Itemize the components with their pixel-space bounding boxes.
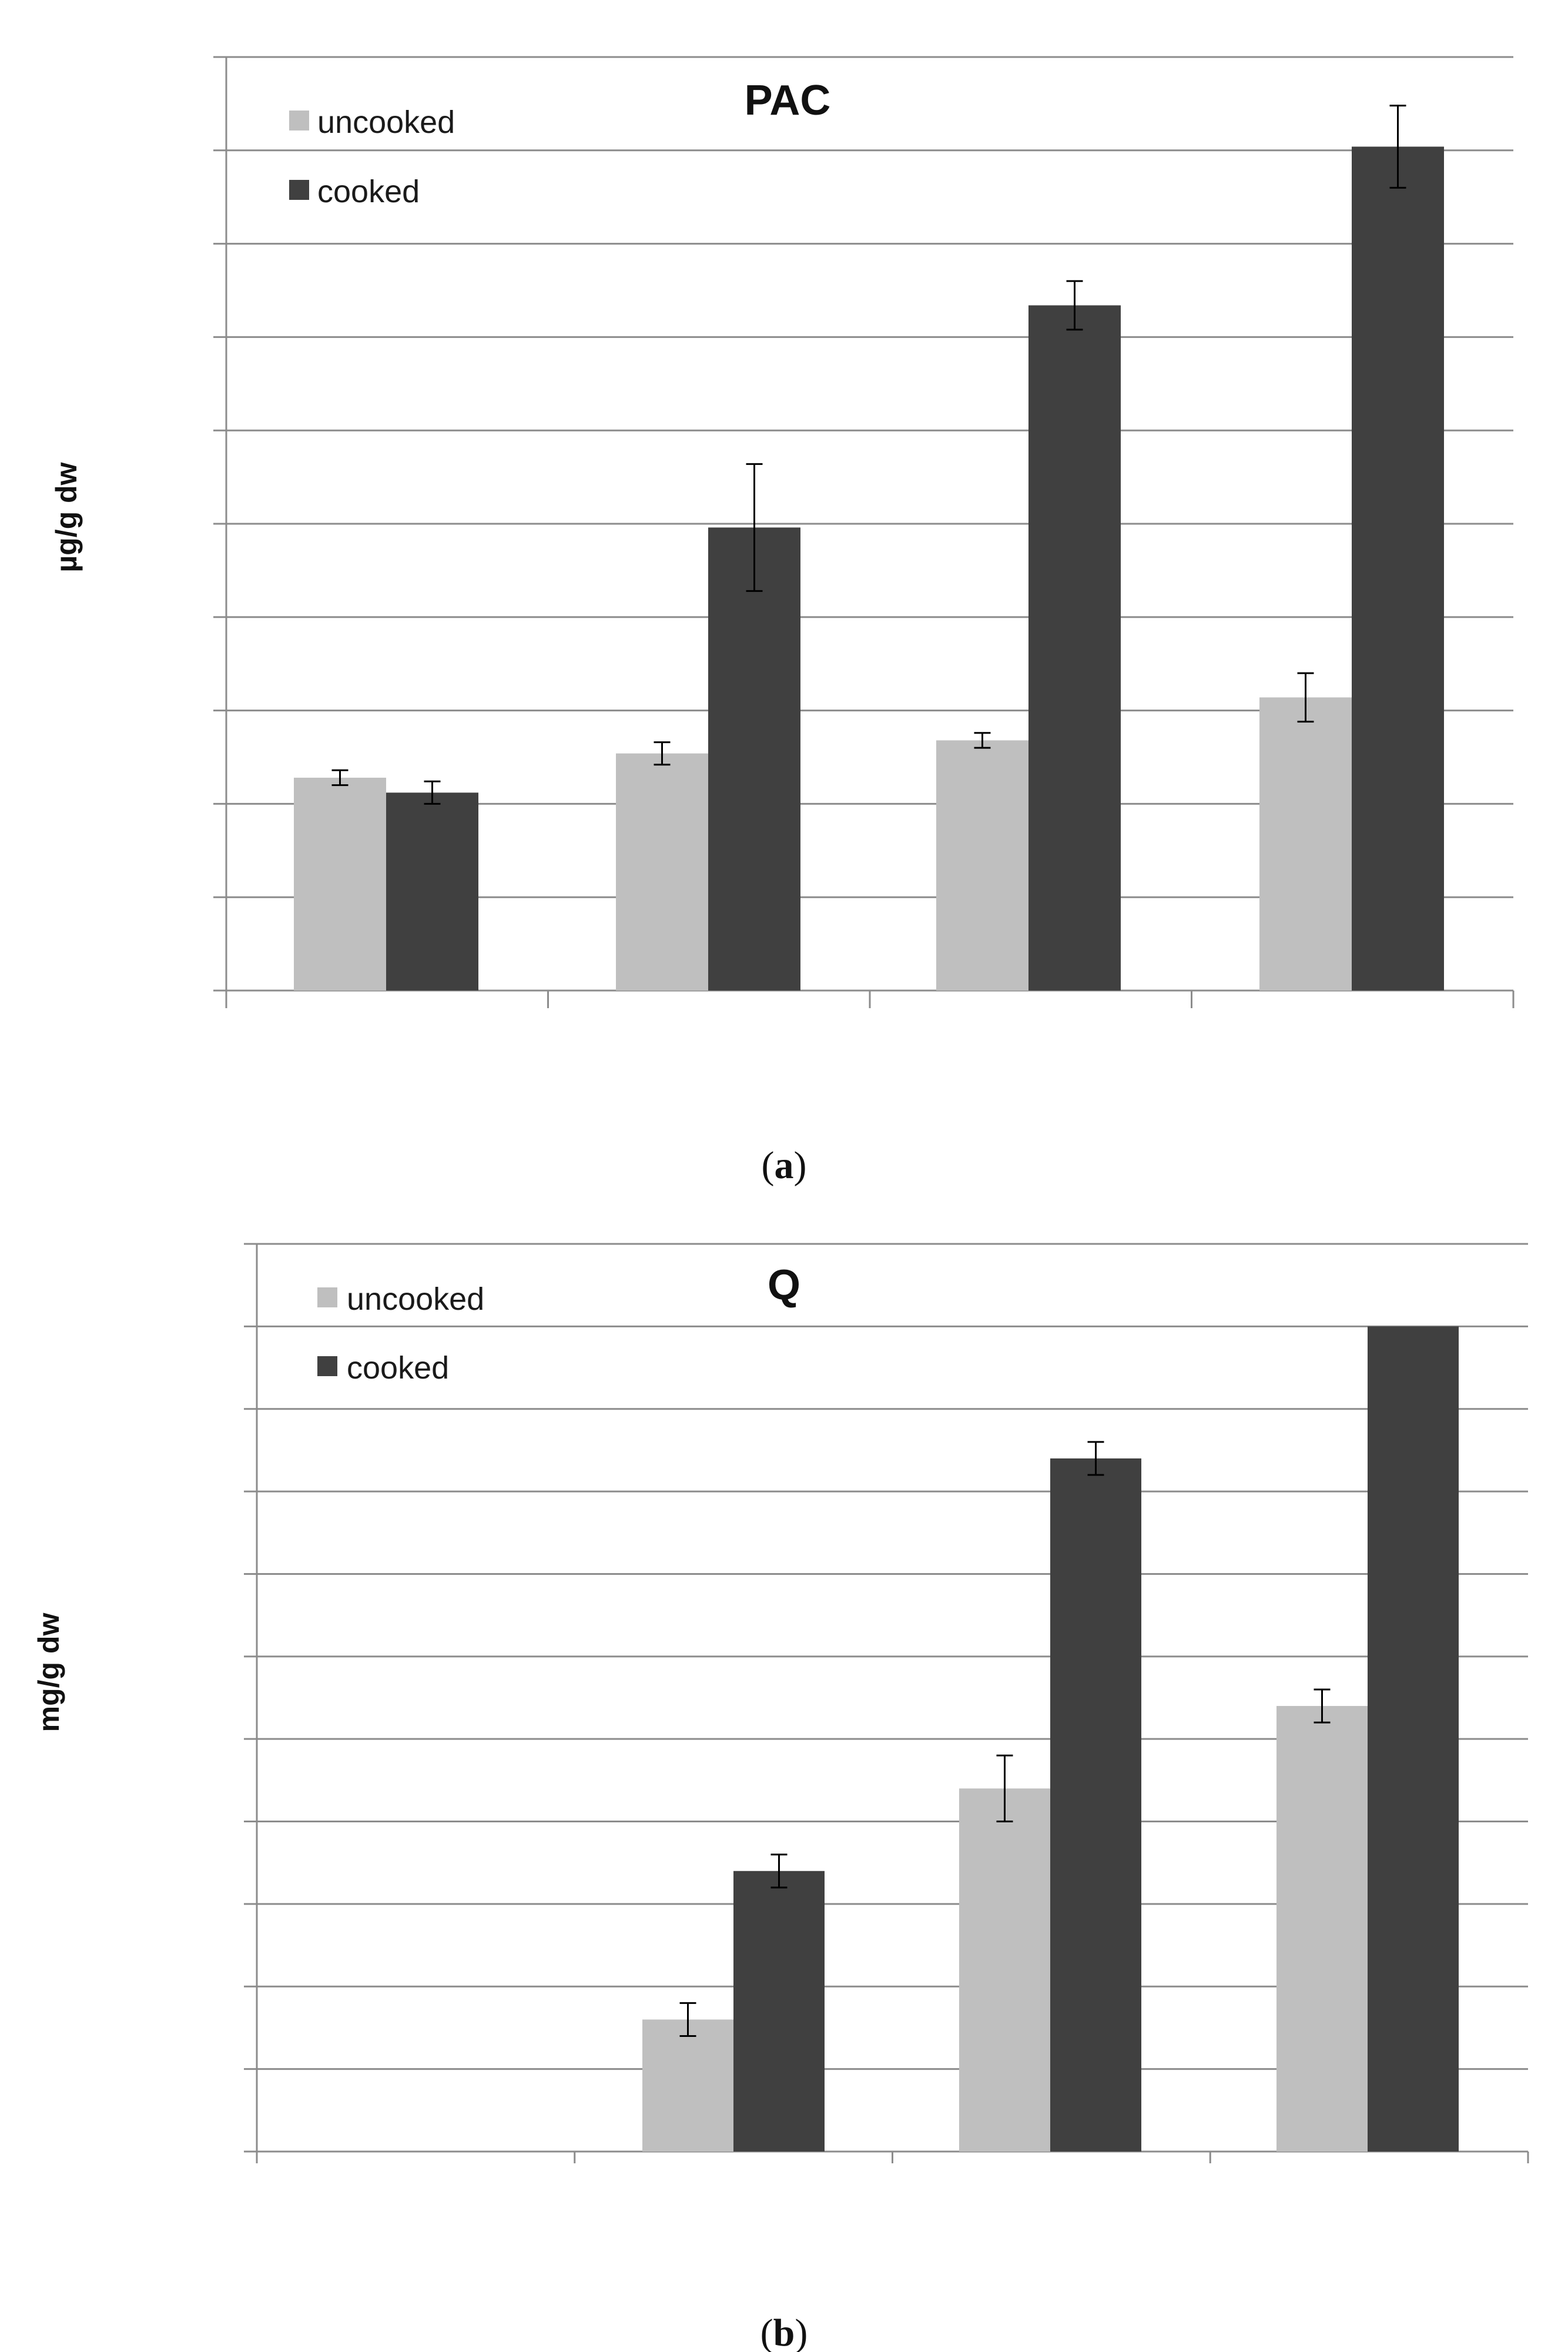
legend-pac: uncooked cooked bbox=[289, 105, 455, 209]
legend-label-cooked: cooked bbox=[317, 174, 420, 209]
legend-q: uncooked cooked bbox=[317, 1282, 484, 1386]
bar-cooked-P7.5 bbox=[1352, 146, 1444, 991]
bar-uncooked-P2.5 bbox=[616, 753, 708, 991]
bar-cooked-P5 bbox=[1028, 305, 1121, 991]
caption-letter-pac: a bbox=[775, 1144, 794, 1187]
legend-label-uncooked: uncooked bbox=[347, 1282, 484, 1317]
legend-swatch-cooked bbox=[317, 1356, 337, 1376]
bar-uncooked-P5 bbox=[936, 740, 1028, 991]
bar-uncooked-P5 bbox=[959, 1788, 1050, 2152]
legend-swatch-uncooked bbox=[289, 111, 309, 131]
legend-swatch-cooked bbox=[289, 180, 309, 200]
bar-cooked-P7.5 bbox=[1368, 1326, 1459, 2152]
chart-title-q: Q bbox=[768, 1262, 800, 1309]
legend-label-cooked: cooked bbox=[347, 1350, 449, 1386]
bar-cooked-P2.5 bbox=[708, 527, 800, 991]
bar-uncooked-P0 bbox=[294, 777, 386, 991]
chart-q: mg/g dw Q uncooked cooked (b) bbox=[32, 1243, 1529, 2352]
y-axis-label-pac: µg/g dw bbox=[50, 462, 83, 572]
y-axis-label-q: mg/g dw bbox=[32, 1613, 65, 1732]
chart-title-pac: PAC bbox=[745, 77, 831, 124]
caption-q: (b) bbox=[760, 2311, 808, 2352]
legend-swatch-uncooked bbox=[317, 1287, 337, 1307]
legend-label-uncooked: uncooked bbox=[317, 105, 455, 140]
bar-uncooked-P2.5 bbox=[642, 2019, 733, 2152]
bar-uncooked-P7.5 bbox=[1259, 697, 1352, 991]
chart-pac: µg/g dw PAC uncooked cooked (a) bbox=[50, 56, 1515, 1187]
caption-letter-q: b bbox=[773, 2311, 795, 2352]
bar-uncooked-P7.5 bbox=[1276, 1706, 1368, 2152]
bar-cooked-P2.5 bbox=[733, 1871, 825, 2152]
bar-cooked-P0 bbox=[386, 792, 478, 991]
bar-cooked-P5 bbox=[1050, 1458, 1141, 2152]
caption-pac: (a) bbox=[762, 1144, 807, 1187]
